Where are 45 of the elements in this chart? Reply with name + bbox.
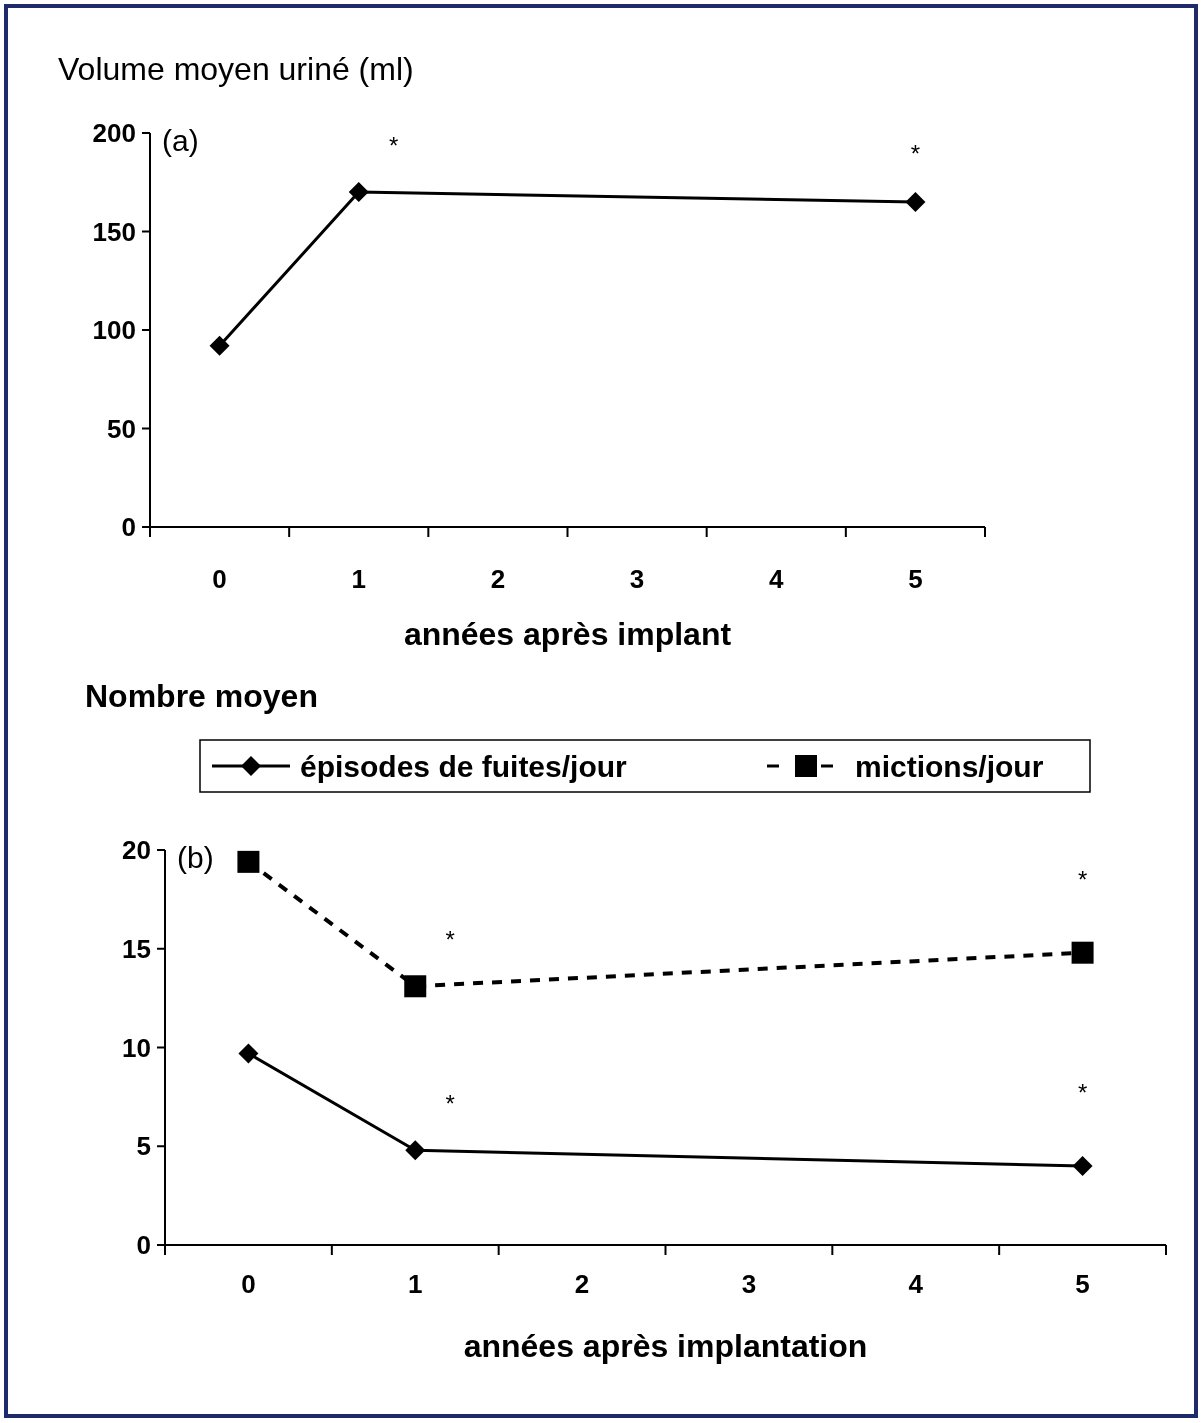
point	[237, 850, 260, 873]
x-tick-label: 3	[741, 1269, 757, 1299]
annotation: *	[1077, 865, 1088, 893]
y-tick-label: 0	[136, 1230, 151, 1261]
annotation: *	[445, 926, 455, 954]
annotation: (a)	[162, 124, 199, 157]
point	[405, 1140, 426, 1161]
x-tick-label: 1	[408, 1269, 423, 1299]
y-tick-label: 100	[92, 315, 136, 346]
annotation: *	[389, 132, 399, 160]
legend-label: épisodes de fuites/jour	[300, 749, 628, 783]
point	[348, 182, 369, 203]
y-axis-title: Nombre moyen	[85, 678, 318, 714]
x-axis-title: années après implantation	[463, 1328, 868, 1364]
point	[209, 335, 230, 356]
x-tick-label: 5	[908, 564, 923, 594]
point	[404, 975, 427, 998]
y-axis-title: Volume moyen uriné (ml)	[58, 51, 414, 87]
annotation: *	[1077, 1079, 1088, 1106]
y-tick-label: 200	[92, 118, 136, 149]
x-tick-label: 3	[629, 564, 645, 594]
y-tick-label: 5	[136, 1131, 151, 1162]
x-tick-label: 1	[351, 564, 366, 594]
point	[238, 1043, 259, 1064]
y-tick-label: 20	[122, 835, 151, 866]
x-axis-title: années après implant	[403, 616, 732, 652]
legend-label: mictions/jour	[855, 749, 1044, 783]
y-tick-label: 0	[121, 512, 136, 543]
x-tick-label: 2	[490, 564, 506, 594]
x-tick-label: 5	[1075, 1269, 1090, 1299]
annotation: *	[910, 139, 921, 167]
y-tick-label: 15	[122, 933, 151, 964]
annotation: *	[445, 1090, 455, 1118]
point	[1071, 941, 1094, 964]
annotation: (b)	[177, 841, 214, 874]
x-tick-label: 4	[908, 1269, 924, 1299]
x-tick-label: 2	[574, 1269, 590, 1299]
point	[1072, 1156, 1093, 1176]
x-tick-label: 4	[769, 564, 785, 594]
y-tick-label: 50	[107, 413, 136, 444]
point	[905, 191, 926, 212]
y-tick-label: 150	[92, 216, 136, 247]
x-tick-label: 0	[241, 1269, 256, 1299]
y-tick-label: 10	[122, 1032, 151, 1063]
x-tick-label: 0	[212, 564, 227, 594]
